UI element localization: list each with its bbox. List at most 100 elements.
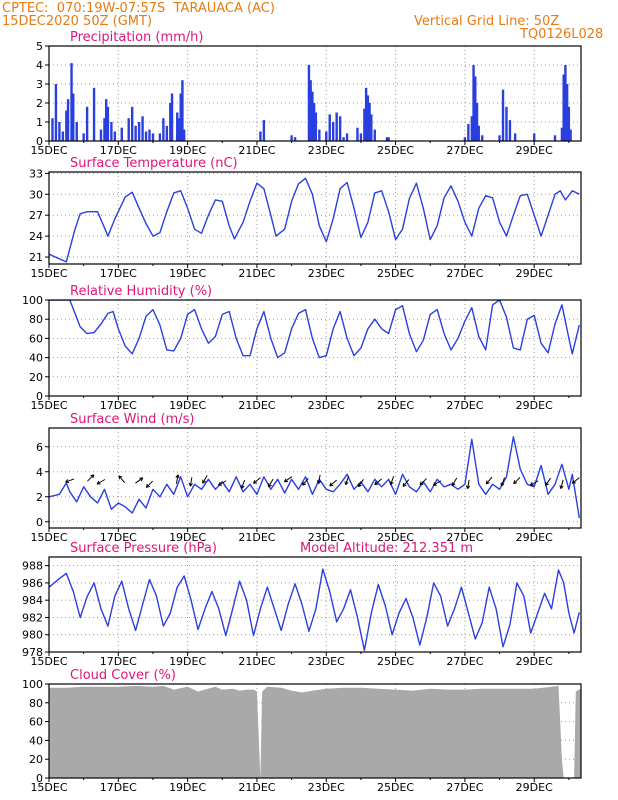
precip-bar: [61, 131, 65, 141]
y-tick-label: 3: [36, 78, 43, 91]
x-tick-label: 27DEC: [446, 781, 483, 794]
x-tick-label: 19DEC: [169, 144, 206, 157]
y-tick-label: 1: [36, 116, 43, 129]
x-tick-label: 19DEC: [169, 531, 206, 544]
x-tick-label: 27DEC: [446, 399, 483, 412]
precip-bar: [387, 137, 390, 141]
panel-frame: [48, 45, 582, 142]
x-tick-label: 17DEC: [100, 781, 137, 794]
precip-bar: [113, 131, 117, 141]
precip-bar: [553, 135, 557, 141]
wind-arrow: [571, 477, 580, 484]
precip-bar: [481, 135, 484, 141]
precip-bar: [66, 99, 70, 141]
precip-bar: [342, 137, 345, 141]
wind-arrow: [500, 477, 506, 487]
x-tick-label: 21DEC: [238, 267, 275, 280]
precip-bar: [307, 65, 311, 141]
precip-bar: [560, 127, 564, 141]
header-line-2: 15DEC2020 50Z (GMT): [2, 14, 153, 29]
precip-bar: [463, 137, 467, 141]
panel-3: 0 20 40 60 80 100 15DEC 17DEC 19DEC 21DEC 23DEC 25D…: [22, 284, 582, 412]
y-tick-label: 0: [36, 135, 43, 148]
precip-bar: [144, 131, 148, 141]
y-tick-label: 33: [29, 167, 43, 180]
y-tick-label: 4: [36, 466, 43, 479]
y-tick-label: 27: [29, 209, 43, 222]
series-line: [49, 177, 580, 263]
precip-bar: [51, 118, 54, 141]
wind-arrow: [118, 475, 126, 484]
precip-bar: [318, 129, 321, 141]
y-tick-label: 988: [22, 560, 43, 573]
wind-arrow: [451, 477, 458, 487]
precip-bar: [373, 129, 376, 141]
precip-bar: [99, 129, 103, 141]
precip-bar: [290, 135, 293, 141]
precip-bar: [475, 103, 479, 141]
precip-bar: [82, 133, 85, 141]
wind-arrow: [357, 479, 364, 488]
precip-bar: [359, 133, 363, 141]
wind-arrow: [432, 480, 442, 486]
precip-bar: [533, 133, 536, 141]
x-tick-label: 21DEC: [238, 399, 275, 412]
y-tick-label: 984: [22, 594, 43, 607]
precip-bar: [92, 87, 96, 141]
wind-arrow: [402, 479, 410, 487]
precip-bar: [65, 110, 68, 141]
precip-bar: [103, 118, 106, 141]
y-tick-label: 40: [29, 352, 43, 365]
precip-bar: [311, 91, 314, 141]
precip-bar: [309, 80, 312, 141]
x-tick-label: 23DEC: [308, 267, 345, 280]
cloud-cover-area: [49, 685, 581, 778]
precip-bar: [127, 118, 130, 141]
x-tick-label: 27DEC: [446, 144, 483, 157]
precip-bar: [565, 84, 569, 141]
wind-arrow: [513, 476, 521, 485]
x-tick-label: 25DEC: [377, 399, 414, 412]
precip-bar: [345, 133, 349, 141]
series-line: [49, 436, 580, 519]
wind-arrow: [188, 477, 193, 487]
precip-bar: [148, 129, 151, 141]
panel-2: 21 24 27 30 33 15DEC 17DEC 19DEC 21DEC 23DEC 25DEC…: [29, 156, 582, 280]
vertical-grid-note: Vertical Grid Line: 50Z: [414, 14, 560, 29]
x-tick-label: 21DEC: [238, 144, 275, 157]
precip-bar: [170, 93, 174, 141]
x-tick-label: 27DEC: [446, 655, 483, 668]
model-code: TQ0126L028: [520, 27, 604, 42]
model-altitude-label: Model Altitude: 212.351 m: [300, 541, 473, 556]
y-tick-label: 30: [29, 188, 43, 201]
y-tick-label: 982: [22, 611, 43, 624]
precip-bar: [314, 112, 318, 141]
y-tick-label: 20: [29, 753, 43, 766]
x-tick-label: 23DEC: [308, 781, 345, 794]
precip-bar: [505, 106, 508, 141]
x-tick-label: 23DEC: [308, 531, 345, 544]
x-tick-label: 29DEC: [516, 144, 553, 157]
series-line: [49, 568, 580, 651]
y-tick-label: 60: [29, 332, 43, 345]
precip-bar: [508, 120, 512, 141]
wind-arrow: [316, 474, 322, 484]
precip-bar: [137, 122, 141, 141]
panel-title: Cloud Cover (%): [70, 668, 176, 683]
wind-arrow: [268, 478, 274, 488]
x-tick-label: 23DEC: [308, 399, 345, 412]
x-tick-label: 15DEC: [30, 144, 67, 157]
y-tick-label: 5: [36, 40, 43, 53]
x-tick-label: 29DEC: [516, 267, 553, 280]
precip-bar: [141, 116, 144, 141]
panel-frame: [48, 427, 582, 529]
precip-bar: [176, 112, 179, 141]
wind-arrow: [145, 480, 154, 488]
precip-bar: [151, 133, 155, 141]
y-tick-label: 978: [22, 646, 43, 659]
precip-bar: [370, 114, 373, 141]
wind-arrow: [302, 477, 309, 486]
y-tick-label: 980: [22, 629, 43, 642]
precip-bar: [366, 95, 370, 141]
